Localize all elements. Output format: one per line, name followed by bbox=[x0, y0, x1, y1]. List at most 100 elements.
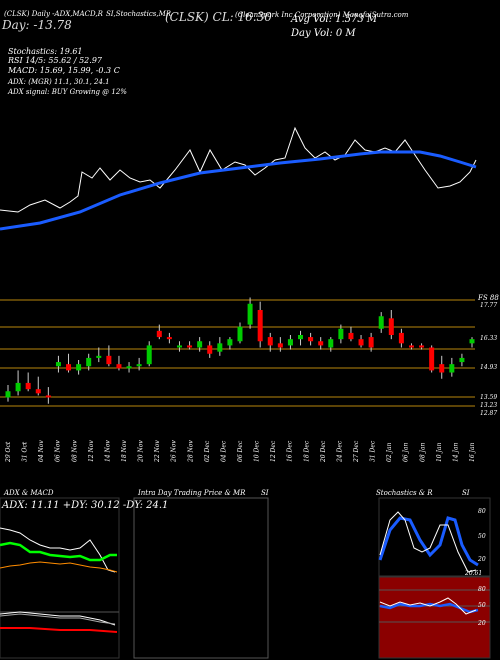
date-tick-label: 24 Dec bbox=[336, 440, 343, 463]
candle-body bbox=[358, 339, 364, 346]
candle-body bbox=[469, 339, 475, 344]
stoch-current: 20.61 bbox=[465, 570, 483, 577]
date-tick-label: 20 Nov bbox=[138, 440, 145, 463]
date-tick-label: 16 Dec bbox=[287, 440, 294, 462]
candlestick-group bbox=[5, 297, 475, 404]
candle-body bbox=[126, 366, 132, 369]
candle-body bbox=[15, 382, 21, 392]
candle-body bbox=[227, 339, 233, 346]
intraday-panel bbox=[133, 497, 269, 659]
candle-body bbox=[277, 343, 283, 348]
date-tick-label: 26 Nov bbox=[171, 440, 178, 463]
date-tick-label: 02 Dec bbox=[204, 440, 211, 462]
price-tick-label: 16.33 bbox=[480, 335, 497, 342]
date-tick-label: 28 Nov bbox=[187, 440, 194, 463]
candle-body bbox=[348, 332, 354, 340]
candle-body bbox=[86, 357, 92, 367]
candle-body bbox=[55, 362, 61, 367]
header-avg-vol: Avg Vol: 1.573 M bbox=[291, 14, 378, 25]
price-tick-label: 13.23 bbox=[480, 402, 497, 409]
stoch-tick-20: 20 bbox=[478, 556, 486, 563]
candle-body bbox=[96, 355, 102, 358]
candle-body bbox=[318, 341, 324, 346]
date-axis-labels: 29 Oct 31 Oct 04 Nov 06 Nov 08 Nov 12 Nov 14 N… bbox=[5, 440, 476, 463]
candle-body bbox=[76, 364, 82, 371]
rsi-panel bbox=[378, 576, 491, 659]
date-tick-label: 31 Dec bbox=[370, 440, 377, 462]
header-company: (CleanSpark Inc Corporation) ManafaiSutr… bbox=[235, 11, 409, 19]
candle-body bbox=[25, 382, 31, 390]
rsi-tick-80: 80 bbox=[478, 586, 486, 593]
candle-body bbox=[35, 389, 41, 394]
date-tick-label: 14 Jan bbox=[452, 442, 459, 462]
adx-panel-values: ADX: 11.11 +DY: 30.12 -DY: 24.1 bbox=[2, 500, 169, 511]
rsi-lines bbox=[379, 589, 490, 623]
date-tick-label: 08 Nov bbox=[71, 440, 78, 462]
candle-body bbox=[429, 347, 435, 371]
candle-body bbox=[449, 364, 455, 373]
candle-body bbox=[267, 337, 273, 346]
intraday-panel-suffix: SI bbox=[261, 489, 269, 497]
price-gridlines bbox=[0, 299, 475, 407]
candle-body bbox=[378, 316, 384, 329]
price-tick-label: 14.93 bbox=[480, 364, 497, 371]
candle-body bbox=[156, 330, 162, 338]
moving-average-line bbox=[0, 150, 477, 231]
stoch-tick-50: 50 bbox=[478, 533, 486, 540]
candle-body bbox=[308, 337, 314, 342]
stoch-panel-title: Stochastics & R bbox=[376, 489, 433, 497]
price-line bbox=[0, 126, 477, 213]
candle-body bbox=[247, 303, 253, 325]
date-tick-label: 04 Nov bbox=[38, 440, 45, 462]
macd-readout: MACD: 15.69, 15.99, -0.3 C bbox=[8, 66, 120, 75]
date-tick-label: 02 Jan bbox=[386, 442, 393, 462]
candle-body bbox=[439, 364, 445, 373]
date-tick-label: 12 Dec bbox=[270, 440, 277, 462]
candle-body bbox=[197, 341, 203, 348]
header-close-label: (CLSK) CL: 16.30 bbox=[165, 10, 272, 24]
stochastics-lines bbox=[378, 511, 479, 573]
candle-body bbox=[338, 328, 344, 340]
price-tick-label: 17.77 bbox=[480, 302, 497, 309]
candle-body bbox=[176, 345, 182, 348]
date-tick-label: 04 Dec bbox=[220, 440, 227, 462]
price-tick-label: 13.59 bbox=[480, 394, 497, 401]
price-tick-label: 12.87 bbox=[480, 410, 497, 417]
candle-body bbox=[5, 391, 11, 398]
date-tick-label: 16 Jan bbox=[469, 442, 476, 462]
candle-body bbox=[237, 326, 243, 342]
date-tick-label: 31 Oct bbox=[22, 441, 29, 462]
candle-body bbox=[419, 345, 425, 348]
candle-body bbox=[257, 310, 263, 342]
rsi-tick-50: 50 bbox=[478, 602, 486, 609]
date-tick-label: 06 Jan bbox=[403, 442, 410, 462]
adx-signal-readout: ADX signal: BUY Growing @ 12% bbox=[8, 88, 127, 96]
candle-body bbox=[388, 318, 394, 335]
candle-body bbox=[136, 364, 142, 367]
candle-body bbox=[166, 337, 172, 340]
candle-body bbox=[217, 343, 223, 352]
date-tick-label: 18 Nov bbox=[121, 440, 128, 462]
header-chart-label: SI,Stochastics,MR bbox=[106, 10, 172, 18]
header-day-change: Day: -13.78 bbox=[2, 18, 72, 32]
date-tick-label: 06 Nov bbox=[55, 440, 62, 462]
date-tick-label: 12 Nov bbox=[88, 440, 95, 462]
candle-body bbox=[298, 335, 304, 340]
stochastics-readout: Stochastics: 19.61 bbox=[8, 47, 83, 56]
candle-body bbox=[116, 364, 122, 369]
candle-body bbox=[207, 345, 213, 354]
date-tick-label: 18 Dec bbox=[303, 440, 310, 462]
candle-body bbox=[408, 345, 414, 348]
price-panel-tag: FS 88 bbox=[477, 294, 499, 302]
candle-body bbox=[459, 357, 465, 363]
date-tick-label: 08 Jan bbox=[419, 442, 426, 462]
date-tick-label: 22 Nov bbox=[154, 440, 161, 463]
header-day-vol: Day Vol: 0 M bbox=[291, 28, 356, 39]
candle-body bbox=[368, 337, 374, 348]
adx-macd-panel bbox=[0, 497, 120, 659]
date-tick-label: 06 Dec bbox=[237, 440, 244, 462]
candle-body bbox=[106, 355, 112, 365]
adx-panel-title: ADX & MACD bbox=[4, 489, 54, 497]
candle-body bbox=[328, 339, 334, 348]
date-tick-label: 10 Dec bbox=[254, 440, 261, 462]
